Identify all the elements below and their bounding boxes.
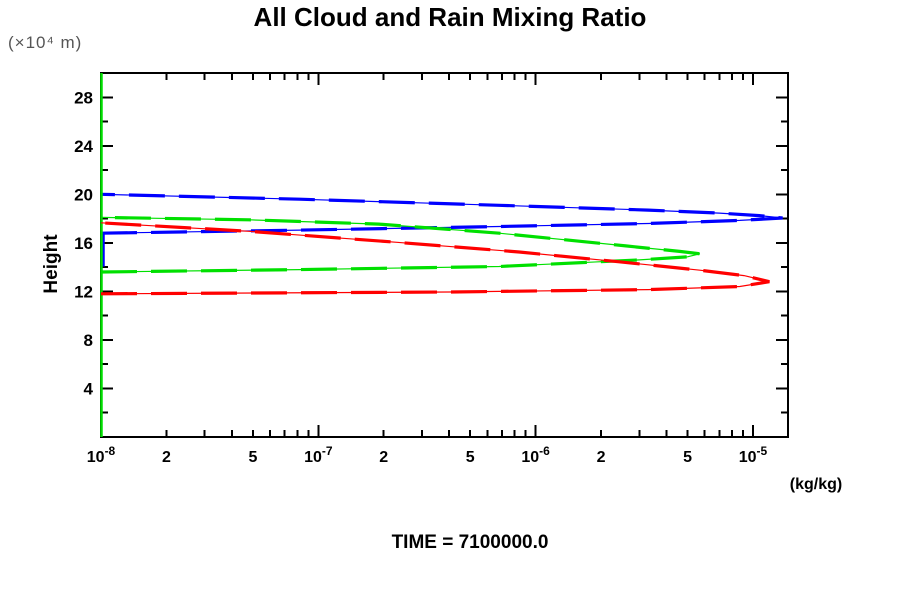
y-tick-label: 8 [84, 331, 93, 350]
x-tick-label: 2 [162, 449, 171, 466]
x-tick-label: 5 [466, 449, 475, 466]
series-green-profile [100, 73, 701, 437]
x-tick-label: 10-5 [739, 444, 768, 466]
y-tick-label: 24 [74, 137, 93, 156]
profile-line-dashes [100, 215, 701, 274]
y-axis-unit-label: (×10⁴ m) [8, 33, 83, 52]
x-tick-label: 10-6 [521, 444, 550, 466]
series-blue-profile [100, 192, 783, 267]
y-tick-label: 28 [74, 88, 93, 107]
x-tick-label: 10-7 [304, 444, 333, 466]
x-tick-label: 2 [379, 449, 388, 466]
axis-tick-labels: 10-8 10-7 10-6 10-5 2 5 2 5 2 5 4 8 12 16 20 24 28 [74, 88, 767, 466]
chart-title: All Cloud and Rain Mixing Ratio [253, 2, 647, 32]
profile-line-dashes [100, 192, 783, 235]
x-tick-label: 10-8 [87, 444, 116, 466]
time-caption: TIME = 7100000.0 [391, 532, 549, 553]
y-tick-label: 4 [84, 379, 94, 398]
x-axis-unit-label: (kg/kg) [789, 476, 843, 493]
profile-line-dashes [100, 221, 770, 296]
x-tick-label: 5 [683, 449, 692, 466]
y-tick-label: 16 [74, 234, 93, 253]
axis-ticks [100, 73, 788, 437]
x-tick-label: 5 [248, 449, 257, 466]
y-tick-label: 20 [74, 185, 93, 204]
x-tick-label: 2 [597, 449, 606, 466]
y-tick-label: 12 [74, 282, 93, 301]
plot-border [100, 72, 789, 438]
series-red-profile [100, 221, 770, 296]
